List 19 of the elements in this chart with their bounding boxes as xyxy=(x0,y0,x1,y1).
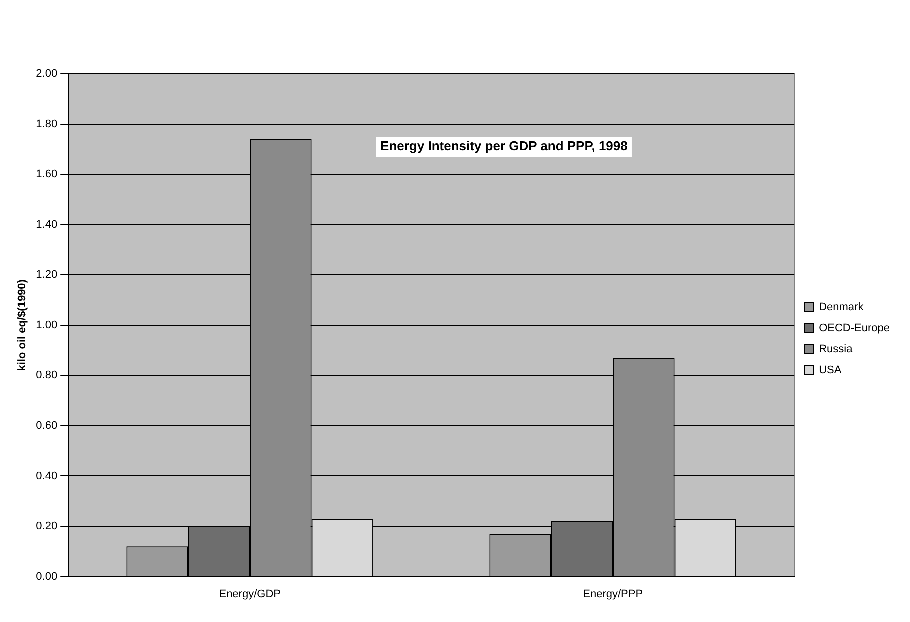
y-axis-title: kilo oil eq/$(1990) xyxy=(16,279,29,372)
text: Energy Intensity per GDP and PPP, 1998 xyxy=(380,138,628,154)
x-tick-label: Energy/GDP xyxy=(219,588,281,600)
legend-label: USA xyxy=(819,364,842,377)
x-tick-label: Energy/PPP xyxy=(583,588,644,600)
y-tick-label: 1.80 xyxy=(36,118,58,130)
legend-label: OECD-Europe xyxy=(819,322,890,335)
legend-label: Russia xyxy=(819,344,854,356)
y-tick-label: 2.00 xyxy=(36,68,58,80)
y-tick-label: 0.40 xyxy=(36,470,58,482)
y-tick-label: 1.60 xyxy=(36,168,58,181)
y-tick-label: 1.00 xyxy=(36,319,58,332)
y-tick-label: 1.20 xyxy=(36,269,58,282)
y-tick-label: 0.80 xyxy=(36,370,58,382)
y-tick-label: 0.60 xyxy=(36,420,58,432)
legend-label: Denmark xyxy=(819,302,864,314)
y-tick-label: 0.00 xyxy=(36,570,58,583)
y-tick-label: 0.20 xyxy=(36,520,58,533)
y-tick-label: 1.40 xyxy=(36,218,58,231)
